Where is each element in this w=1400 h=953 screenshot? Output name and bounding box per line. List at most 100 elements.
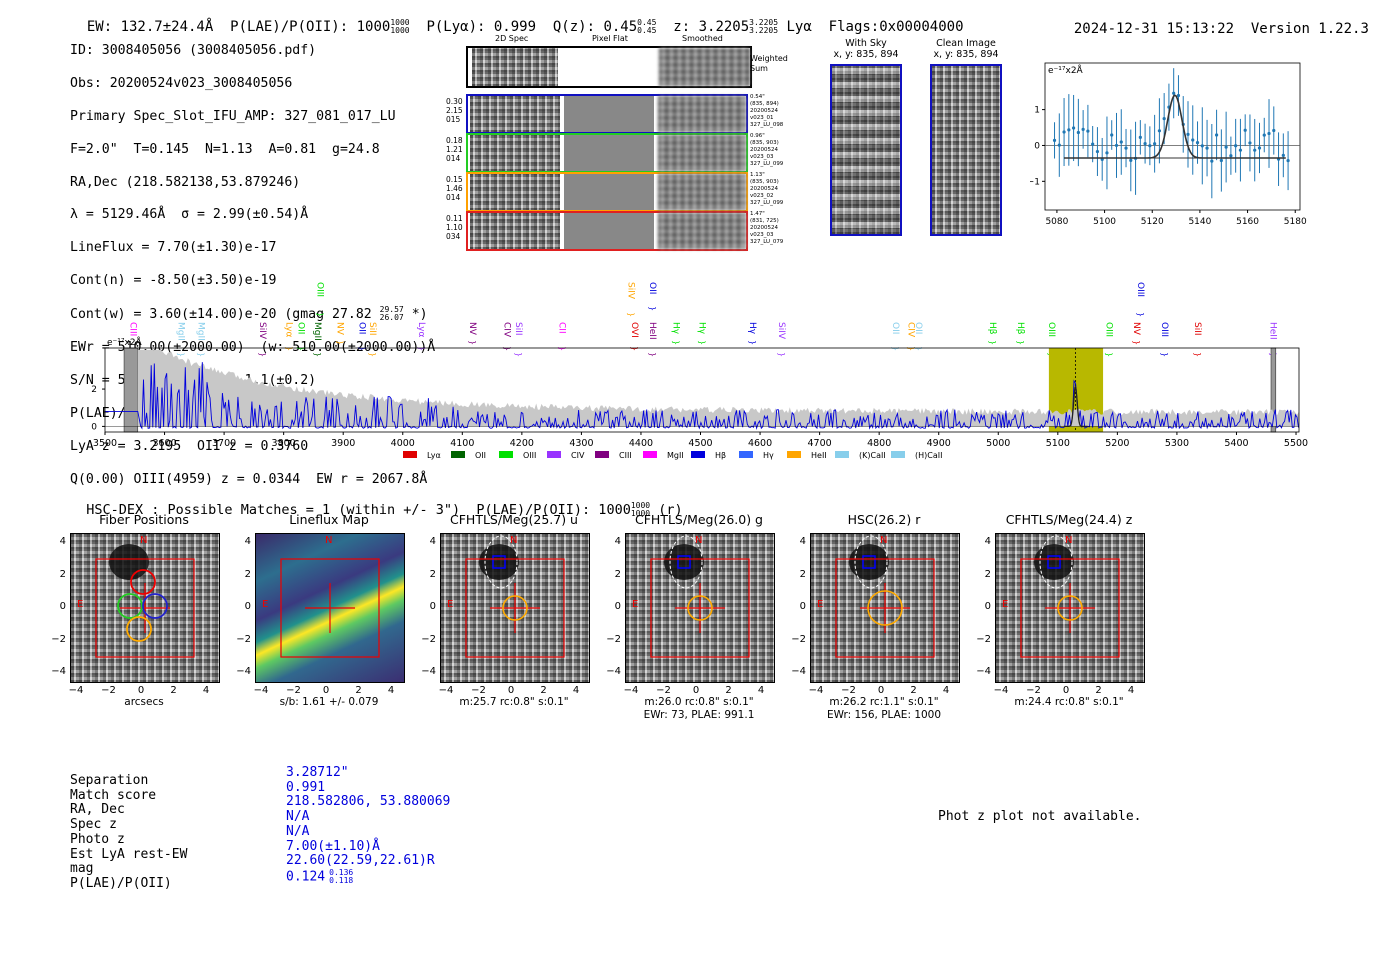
spec2d-row (466, 133, 748, 173)
spectrum-xtick-label: 3800 (272, 438, 296, 449)
with-sky-image (830, 64, 902, 236)
spec2d-row-left-label: 0.11 1.10 034 (446, 214, 463, 241)
line-marker-label: SiIV (625, 282, 635, 300)
timestamp: 2024-12-31 15:13:22 (1073, 21, 1235, 37)
spec2d-row-left-label: 0.18 1.21 014 (446, 136, 463, 163)
spectrum-xtick-label: 3900 (331, 438, 355, 449)
legend-swatch (451, 451, 465, 458)
spec2d-row (466, 94, 748, 134)
zoom-point (1253, 148, 1257, 152)
line-marker-brace: } (557, 346, 566, 351)
cutout-xtick-label: 4 (942, 685, 950, 696)
zoom-xtick-label: 5080 (1045, 217, 1068, 227)
cutout-xtick-label: 2 (170, 685, 177, 696)
cutout-xtick-label: 0 (692, 685, 700, 696)
zoom-point (1229, 154, 1233, 158)
cutout-ytick-label: 0 (59, 601, 66, 612)
line-marker-brace: } (357, 346, 366, 351)
spectrum-unit-label: e⁻¹⁷x2Å (107, 336, 143, 348)
line-marker-brace: } (335, 340, 344, 345)
spec2d-row-right-label: 1.47" (831, 725) 20200524 v023_03 327_LU_079 (750, 211, 784, 245)
line-marker-brace: } (648, 306, 657, 311)
line-marker-label: OIII (1135, 282, 1145, 297)
zoom-point (1219, 158, 1223, 163)
zoom-unit-label: e⁻¹⁷x2Å (1048, 64, 1084, 76)
cutout-xtick-label: 2 (910, 685, 917, 696)
cutout-ytick-label: 4 (244, 536, 251, 547)
zoom-point (1153, 142, 1157, 146)
zoom-point (1191, 138, 1195, 142)
east-label: E (262, 599, 269, 610)
line-marker-label: OIII (315, 282, 325, 297)
line-marker-label: Hβ (987, 322, 997, 335)
header-line: Lyα (786, 19, 812, 35)
line-marker-label: Hβ (1015, 322, 1025, 335)
spectrum-fit-curve (1063, 385, 1088, 428)
zoom-point (1067, 128, 1071, 132)
cutout-xtick-label: −2 (286, 685, 301, 696)
zoom-point (1262, 133, 1266, 137)
spec2d-row-right-label: 1.13" (835, 903) 20200524 v023_02 327_LU_099 (750, 172, 784, 206)
match-value: 0.991 (286, 779, 326, 795)
line-marker-brace: } (176, 352, 185, 357)
cutout-ytick-label: 4 (799, 536, 806, 547)
header-flags: Flags:0x00004000 (828, 19, 964, 35)
cutout-xtick-label: −2 (1026, 685, 1041, 696)
spectrum-xtick-label: 5200 (1105, 438, 1129, 449)
spectrum-xtick-label: 5300 (1165, 438, 1189, 449)
zoom-point (1157, 129, 1161, 133)
legend-swatch (891, 451, 905, 458)
spec2d-row-left-label: 0.15 1.46 014 (446, 175, 463, 202)
north-label: N (880, 535, 888, 546)
cutout-ytick-label: 4 (429, 536, 436, 547)
line-marker-label: Lyα (416, 322, 426, 338)
line-marker-brace: } (417, 346, 426, 351)
zoom-point (1114, 143, 1119, 148)
line-marker-brace: } (630, 346, 639, 351)
legend-swatch (499, 451, 513, 458)
spectrum-xtick-label: 5100 (1046, 438, 1070, 449)
line-marker-brace: } (468, 340, 477, 345)
line-marker-label: OII (647, 282, 657, 294)
line-marker-brace: } (285, 346, 294, 351)
legend-swatch (787, 451, 801, 458)
spec2d-row (466, 172, 748, 212)
cutout-caption-line: m:26.2 rc:1.1" s:0.1" (829, 696, 939, 708)
line-marker-brace: } (914, 346, 923, 351)
match-label: P(LAE)/P(OII) (70, 875, 172, 891)
zoom-point (1214, 133, 1219, 137)
cutout-ytick-label: 2 (799, 568, 806, 580)
cutout-xtick-label: −2 (656, 685, 671, 696)
line-marker-brace: } (1016, 340, 1025, 345)
photz-note: Phot z plot not available. (938, 809, 1142, 824)
cutout-xtick-label: 4 (757, 685, 765, 696)
zoom-point (1200, 144, 1204, 148)
spectrum-frame (104, 347, 1300, 433)
line-marker-label: MgII (175, 322, 185, 341)
line-marker-brace: } (316, 312, 325, 317)
match-labels: Separation Match score RA, Dec Spec z Photo … (70, 773, 187, 892)
header-plae: P(LAE)/P(OII): 1000 (230, 19, 391, 35)
masked-region-blue (123, 347, 139, 433)
zoom-point (1248, 141, 1252, 145)
zoom-point (1124, 146, 1128, 150)
cutout-xtick-label: −2 (101, 685, 116, 696)
zoom-point (1052, 138, 1057, 142)
legend-label: (H)CaII (915, 451, 942, 460)
zoom-point (1186, 132, 1190, 136)
match-label: RA, Dec (70, 802, 125, 818)
cutout-xtick-label: 2 (725, 685, 732, 696)
spec2d-panel: 2D Spec Pixel Flat Smoothed Weighted Sum… (440, 32, 790, 257)
legend-label: CIII (619, 451, 632, 460)
match-label: Separation (70, 773, 149, 788)
match-values: 3.28712" 0.991 218.582806, 53.880069 N/A N/A… (286, 765, 450, 885)
zoom-point (1195, 140, 1200, 145)
legend-swatch (835, 451, 849, 458)
zoom-frame (1044, 62, 1301, 211)
match-value: 0.124 0.136 0.118 (286, 867, 354, 885)
cutout-ytick-label: 4 (59, 536, 66, 547)
match-label: Match score (70, 787, 157, 803)
info-lambda: λ = 5129.46Å σ = 2.99(±0.54)Å (70, 207, 309, 223)
north-label: N (1065, 535, 1073, 546)
line-marker-brace: } (626, 312, 635, 317)
